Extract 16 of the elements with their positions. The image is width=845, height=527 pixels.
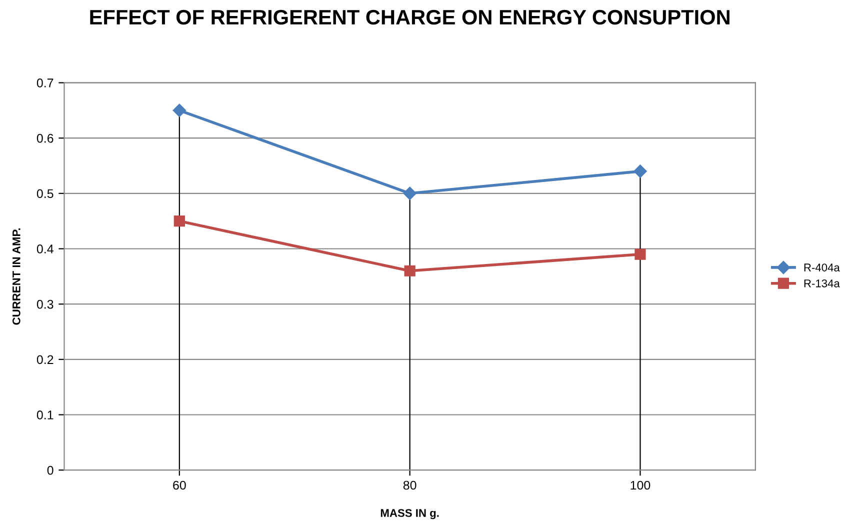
chart-title: EFFECT OF REFRIGERENT CHARGE ON ENERGY CONSUPTION — [90, 10, 730, 25]
y-tick-label: 0.7 — [36, 78, 54, 88]
y-tick-label: 0.1 — [36, 410, 54, 420]
legend-label: R-404a — [804, 264, 840, 272]
x-axis-title: MASS IN g. — [380, 509, 439, 520]
x-tick-label: 100 — [630, 480, 650, 490]
y-tick-label: 0 — [47, 466, 54, 475]
y-tick-label: 0.3 — [36, 300, 54, 309]
y-tick-label: 0.2 — [36, 355, 54, 364]
y-tick-label: 0.4 — [36, 244, 54, 254]
legend-label: R-134a — [804, 279, 840, 288]
y-tick-label: 0.6 — [36, 134, 54, 143]
y-axis-title: CURRENT IN AMP. — [12, 228, 20, 325]
y-tick-label: 0.5 — [36, 189, 54, 198]
x-tick-label: 60 — [173, 480, 186, 490]
x-tick-label: 80 — [403, 480, 416, 490]
